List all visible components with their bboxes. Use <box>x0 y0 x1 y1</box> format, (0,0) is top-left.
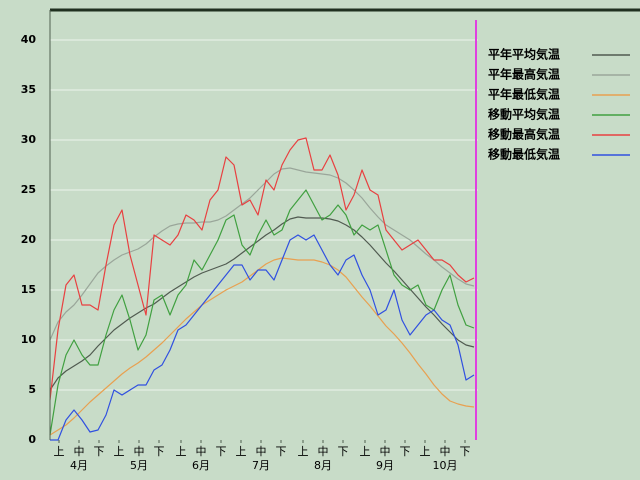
y-tick-label: 0 <box>28 433 36 446</box>
x-tick-label: 上 <box>176 445 187 458</box>
grid <box>50 39 478 443</box>
x-tick-label: 下 <box>276 445 287 458</box>
x-tick-label: 中 <box>440 445 451 458</box>
month-label: 4月 <box>70 459 88 472</box>
x-tick-label: 上 <box>236 445 247 458</box>
legend-label: 平年平均気温 <box>488 47 560 62</box>
series-line <box>49 257 475 436</box>
x-tick-label: 中 <box>196 445 207 458</box>
x-tick-label: 上 <box>420 445 431 458</box>
y-tick-label: 35 <box>21 83 36 96</box>
y-tick-label: 30 <box>21 133 37 146</box>
legend-label: 移動平均気温 <box>488 107 560 122</box>
y-tick-label: 20 <box>21 233 37 246</box>
x-tick-label: 上 <box>360 445 371 458</box>
legend-label: 移動最低気温 <box>488 147 560 162</box>
series-line <box>49 216 475 391</box>
x-tick-label: 下 <box>338 445 349 458</box>
x-tick-label: 下 <box>400 445 411 458</box>
x-tick-label: 上 <box>54 445 65 458</box>
x-tick-label: 上 <box>298 445 309 458</box>
series-line <box>49 189 475 436</box>
legend-label: 平年最低気温 <box>488 87 560 102</box>
y-tick-label: 40 <box>21 33 37 46</box>
series-line <box>49 167 475 341</box>
y-tick-label: 25 <box>21 183 36 196</box>
x-tick-label: 上 <box>114 445 125 458</box>
labels: 0510152025303540上中下上中下上中下上中下上中下上中下上中下4月 5… <box>21 33 471 472</box>
y-tick-label: 5 <box>28 383 36 396</box>
x-tick-label: 中 <box>318 445 329 458</box>
x-tick-label: 中 <box>256 445 267 458</box>
month-label: 5月 <box>130 459 148 472</box>
series-line <box>49 137 475 401</box>
x-tick-label: 中 <box>380 445 391 458</box>
month-label: 7月 <box>252 459 270 472</box>
y-tick-label: 15 <box>21 283 36 296</box>
x-tick-label: 下 <box>94 445 105 458</box>
series-line <box>50 234 475 441</box>
x-tick-label: 下 <box>154 445 165 458</box>
lines <box>49 137 475 441</box>
month-label: 9月 <box>376 459 394 472</box>
x-tick-label: 下 <box>216 445 227 458</box>
legend-label: 平年最高気温 <box>488 67 560 82</box>
x-tick-label: 下 <box>460 445 471 458</box>
month-label: 10月 <box>433 459 458 472</box>
x-tick-label: 中 <box>74 445 85 458</box>
x-tick-label: 中 <box>134 445 145 458</box>
month-label: 6月 <box>192 459 210 472</box>
legend-label: 移動最高気温 <box>488 127 560 142</box>
y-tick-label: 10 <box>21 333 37 346</box>
month-label: 8月 <box>314 459 332 472</box>
